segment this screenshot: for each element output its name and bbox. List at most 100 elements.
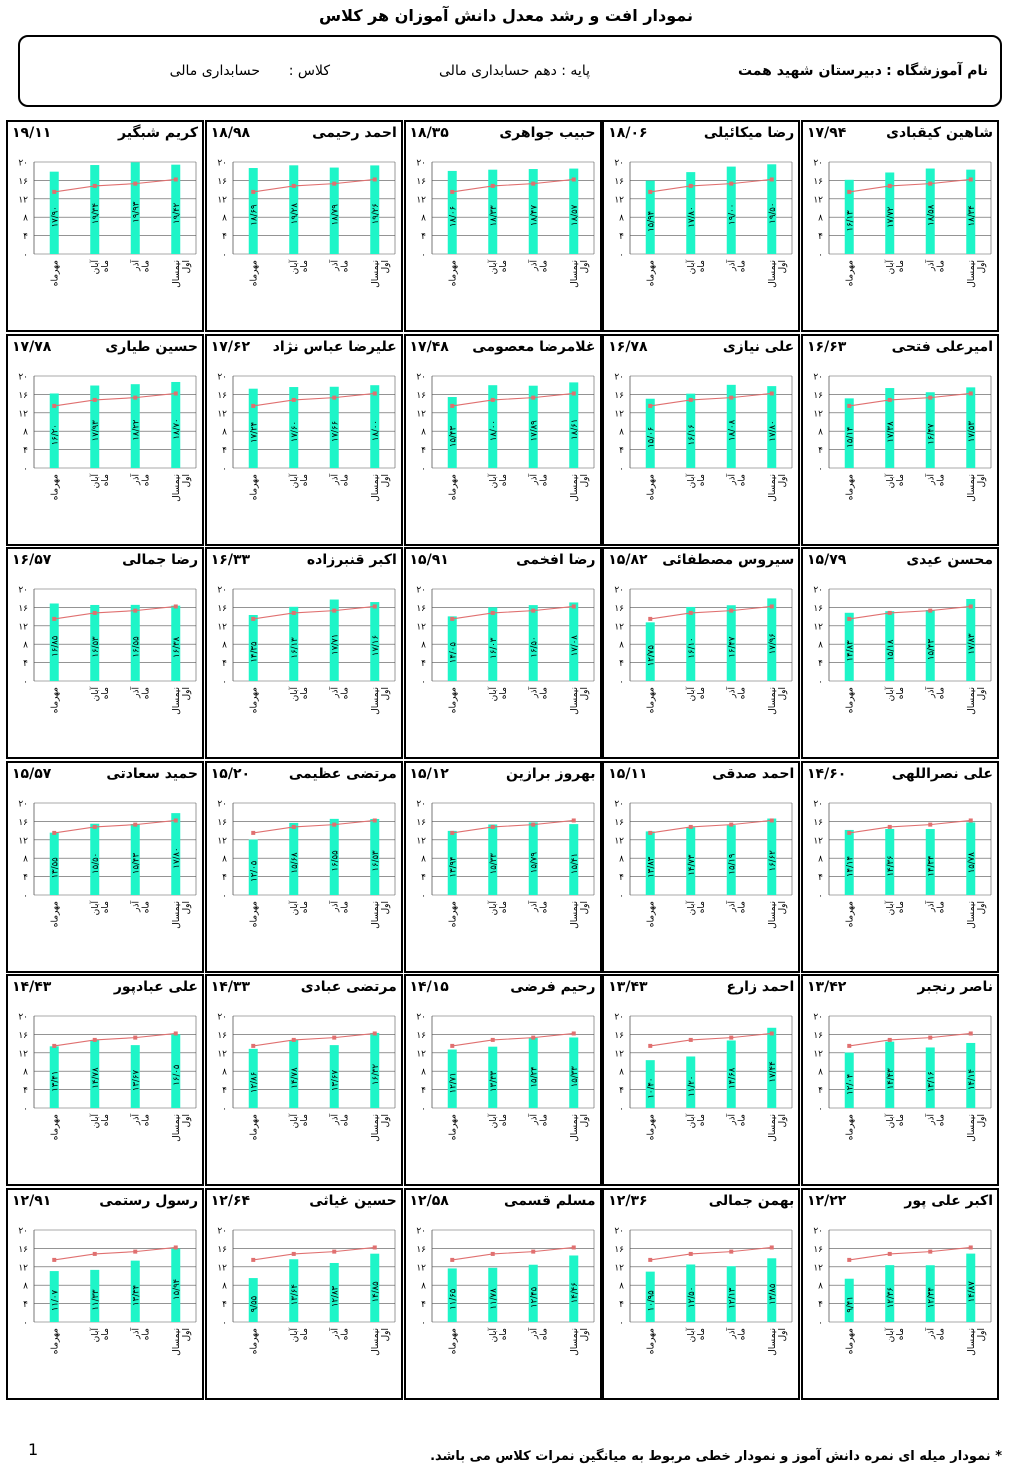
bar-value-label: ۱۲/۷۵ [647, 645, 657, 667]
score-bar [370, 1253, 379, 1322]
x-category-label: ماه [896, 900, 906, 912]
bar-value-label: ۱۹/۳۴ [91, 203, 101, 224]
student-average: ۱۷/۶۲ [210, 338, 251, 355]
y-tick-label: ۸ [222, 854, 227, 864]
x-category-label: اول [579, 474, 589, 487]
class-average-line [451, 1032, 574, 1047]
class-average-point [571, 390, 576, 395]
x-category-label: ماه [340, 260, 350, 272]
class-average-point [530, 1035, 535, 1040]
y-tick-label: ۱۶ [615, 1244, 625, 1254]
student-chart-card: بهروز برازین ۱۵/۱۲ ۰ ۴ ۸ ۱۲ ۱۶ ۲۰ ۱۳/۹۴ ۱۵/۳۳ ۱۵/۷… [403, 760, 602, 973]
y-tick-label: ۲۰ [813, 586, 823, 596]
bar-value-label: ۱۴/۴۳ [886, 1068, 896, 1090]
y-tick-label: ۴ [818, 873, 823, 883]
x-category-label: اول [381, 1328, 391, 1341]
class-average-point [689, 610, 693, 615]
y-tick-label: ۲۰ [416, 1013, 426, 1023]
score-bar [329, 167, 339, 254]
y-tick-label: ۰ [421, 1318, 426, 1328]
x-category-label: آذر [328, 1114, 340, 1126]
score-bar [90, 1040, 100, 1108]
score-bar [686, 1264, 696, 1322]
student-average: ۱۷/۷۸ [12, 338, 52, 355]
score-bar [528, 385, 538, 468]
y-tick-label: ۱۲ [18, 836, 28, 846]
class-average-point [928, 181, 933, 186]
class-average-line [849, 392, 971, 406]
bar-value-label: ۹/۴۱ [845, 1296, 855, 1313]
score-bar [171, 1248, 181, 1322]
class-average-point [571, 1244, 576, 1249]
x-category-label: اول [977, 1328, 987, 1341]
class-average-point [372, 1244, 377, 1249]
student-chart-card: احمد صدقی ۱۵/۱۱ ۰ ۴ ۸ ۱۲ ۱۶ ۲۰ ۱۳/۸۳ ۱۴/۷۳ ۱۵/۱۹ ۱۶… [602, 760, 801, 973]
x-category-label: اول [182, 474, 192, 487]
class-average-line [650, 1246, 773, 1260]
x-category-label: مهرماه [249, 473, 259, 499]
score-bar [646, 180, 655, 254]
y-tick-label: ۸ [23, 1068, 28, 1078]
bar-value-label: ۱۷/۹۳ [91, 419, 101, 441]
y-tick-label: ۱۶ [416, 390, 426, 400]
student-name: علی نصراللهی [891, 765, 993, 782]
score-bar [568, 602, 578, 681]
bar-value-label: ۱۸/۰۰ [371, 420, 381, 441]
class-average-point [571, 1031, 576, 1036]
class-average-line [54, 178, 176, 193]
y-tick-label: ۴ [222, 873, 227, 883]
class-average-point [133, 395, 138, 400]
x-category-label: ماه [697, 260, 707, 272]
x-category-label: آذر [129, 900, 141, 912]
bar-value-label: ۱۷/۴۴ [768, 1061, 778, 1082]
class-average-point [173, 177, 178, 182]
x-category-label: آذر [726, 473, 738, 485]
y-tick-label: ۴ [222, 1300, 227, 1310]
class-average-point [490, 610, 495, 615]
y-tick-label: ۴ [23, 232, 28, 242]
x-category-label: مهرماه [50, 260, 60, 286]
y-tick-label: ۰ [619, 891, 624, 901]
y-tick-label: ۴ [421, 1300, 426, 1310]
score-bar [370, 1032, 379, 1108]
x-category-label: اول [977, 260, 987, 273]
bar-value-label: ۱۵/۴۳ [131, 852, 141, 874]
student-name: علی نیازی [722, 338, 795, 355]
bar-value-label: ۱۷/۸۳ [967, 633, 977, 655]
y-tick-label: ۲۰ [615, 799, 625, 809]
student-chart-card: احمد زارع ۱۳/۴۳ ۰ ۴ ۸ ۱۲ ۱۶ ۲۰ ۱۰/۴۰ ۱۱/۲۰ ۱۴/۶۸ ۱۷… [602, 974, 801, 1186]
student-name: مرتضی عبادی [300, 979, 397, 995]
x-category-label: نیمسال [768, 687, 778, 715]
class-average-line [54, 819, 176, 833]
student-chart-card: علی عبادپور ۱۴/۴۳ ۰ ۴ ۸ ۱۲ ۱۶ ۲۰ ۱۳/۴۱ ۱۴/۷۸ ۱۳/۶۷… [6, 974, 204, 1186]
score-bar [885, 611, 895, 681]
class-average-line [54, 605, 176, 620]
class-average-point [291, 183, 296, 188]
bar-value-label: ۱۸/۰۰ [488, 420, 498, 441]
y-tick-label: ۱۶ [615, 177, 625, 187]
bar-value-label: ۱۶/۵۵ [131, 636, 141, 658]
x-category-label: اول [381, 901, 391, 914]
student-name: اکبر قنبرزاده [306, 552, 397, 568]
bar-value-label: ۱۷/۰۸ [569, 635, 579, 657]
x-category-label: ماه [141, 1114, 151, 1126]
class-average-point [770, 1244, 774, 1249]
x-category-label: آبان [89, 473, 101, 488]
class-average-point [847, 1043, 852, 1048]
x-category-label: ماه [697, 473, 707, 485]
x-category-label: آذر [924, 1327, 936, 1339]
x-category-label: آبان [89, 900, 101, 915]
y-tick-label: ۱۶ [416, 1244, 426, 1254]
class-average-point [530, 395, 535, 400]
y-tick-label: ۰ [222, 678, 227, 688]
score-bar [727, 1265, 736, 1322]
class-average-line [650, 178, 773, 193]
x-category-label: ماه [340, 1114, 350, 1126]
class-average-line [849, 178, 971, 193]
y-tick-label: ۰ [818, 251, 823, 261]
score-bar [767, 164, 777, 254]
y-tick-label: ۸ [23, 1281, 28, 1291]
score-bar [487, 384, 497, 468]
